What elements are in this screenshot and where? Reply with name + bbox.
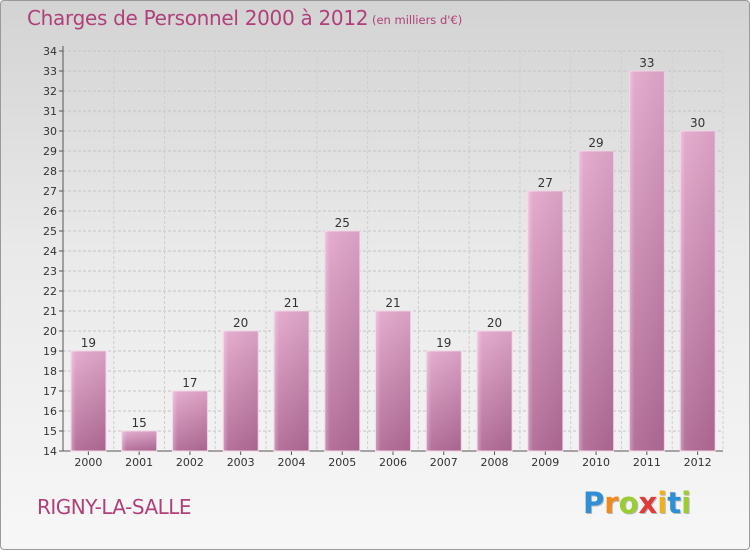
logo-letter: o bbox=[618, 486, 639, 520]
x-tick-label: 2003 bbox=[227, 456, 255, 469]
y-tick-label: 26 bbox=[43, 205, 57, 218]
bar-highlight bbox=[375, 311, 411, 451]
x-tick-label: 2007 bbox=[430, 456, 458, 469]
logo-letter: t bbox=[667, 486, 682, 520]
bar-value-label: 15 bbox=[132, 416, 147, 430]
chart-subtitle: (en milliers d'€) bbox=[372, 13, 463, 27]
y-tick-label: 15 bbox=[43, 425, 57, 438]
y-tick-label: 29 bbox=[43, 145, 57, 158]
chart-title: Charges de Personnel 2000 à 2012 bbox=[27, 6, 369, 30]
bar-value-label: 25 bbox=[335, 216, 350, 230]
y-tick-label: 34 bbox=[43, 45, 57, 58]
bar-value-label: 20 bbox=[233, 316, 248, 330]
bar-highlight bbox=[527, 191, 563, 451]
bar-highlight bbox=[324, 231, 360, 451]
logo-letter: P bbox=[583, 486, 605, 520]
y-tick-label: 32 bbox=[43, 85, 57, 98]
bar-highlight bbox=[477, 331, 513, 451]
y-tick-label: 14 bbox=[43, 445, 57, 458]
y-tick-label: 25 bbox=[43, 225, 57, 238]
x-tick-label: 2009 bbox=[531, 456, 559, 469]
bar-highlight bbox=[223, 331, 259, 451]
bar-value-label: 19 bbox=[81, 336, 96, 350]
bar-value-label: 33 bbox=[639, 56, 654, 70]
bar-value-label: 21 bbox=[284, 296, 299, 310]
x-tick-label: 2011 bbox=[633, 456, 661, 469]
y-tick-label: 22 bbox=[43, 285, 57, 298]
bar-highlight bbox=[273, 311, 309, 451]
bar-highlight bbox=[70, 351, 106, 451]
x-tick-label: 2002 bbox=[176, 456, 204, 469]
bar-highlight bbox=[426, 351, 462, 451]
logo-letter: i bbox=[681, 486, 692, 520]
y-tick-label: 16 bbox=[43, 405, 57, 418]
y-tick-label: 30 bbox=[43, 125, 57, 138]
y-tick-label: 27 bbox=[43, 185, 57, 198]
bar-highlight bbox=[629, 71, 665, 451]
commune-name: RIGNY-LA-SALLE bbox=[37, 495, 192, 519]
bar-highlight bbox=[172, 391, 208, 451]
y-tick-label: 28 bbox=[43, 165, 57, 178]
x-tick-label: 2010 bbox=[582, 456, 610, 469]
x-tick-label: 2000 bbox=[74, 456, 102, 469]
y-tick-label: 19 bbox=[43, 345, 57, 358]
logo-letter: r bbox=[604, 486, 619, 520]
y-tick-label: 31 bbox=[43, 105, 57, 118]
y-tick-label: 17 bbox=[43, 385, 57, 398]
bar-value-label: 19 bbox=[436, 336, 451, 350]
bar-highlight bbox=[680, 131, 716, 451]
y-tick-label: 21 bbox=[43, 305, 57, 318]
bar-value-label: 30 bbox=[690, 116, 705, 130]
x-tick-label: 2005 bbox=[328, 456, 356, 469]
bar-value-label: 17 bbox=[182, 376, 197, 390]
x-tick-label: 2001 bbox=[125, 456, 153, 469]
x-tick-label: 2004 bbox=[277, 456, 305, 469]
bar-value-label: 20 bbox=[487, 316, 502, 330]
y-tick-label: 24 bbox=[43, 245, 57, 258]
y-tick-label: 20 bbox=[43, 325, 57, 338]
bar-highlight bbox=[121, 431, 157, 451]
y-tick-label: 18 bbox=[43, 365, 57, 378]
logo-letter: i bbox=[657, 486, 668, 520]
y-tick-label: 23 bbox=[43, 265, 57, 278]
proxiti-logo: Proxiti bbox=[583, 486, 691, 520]
bar-value-label: 21 bbox=[385, 296, 400, 310]
bar-highlight bbox=[578, 151, 614, 451]
x-tick-label: 2012 bbox=[684, 456, 712, 469]
bar-value-label: 27 bbox=[538, 176, 553, 190]
y-tick-label: 33 bbox=[43, 65, 57, 78]
x-tick-label: 2006 bbox=[379, 456, 407, 469]
x-tick-label: 2008 bbox=[481, 456, 509, 469]
bar-value-label: 29 bbox=[588, 136, 603, 150]
logo-letter: x bbox=[638, 486, 658, 520]
